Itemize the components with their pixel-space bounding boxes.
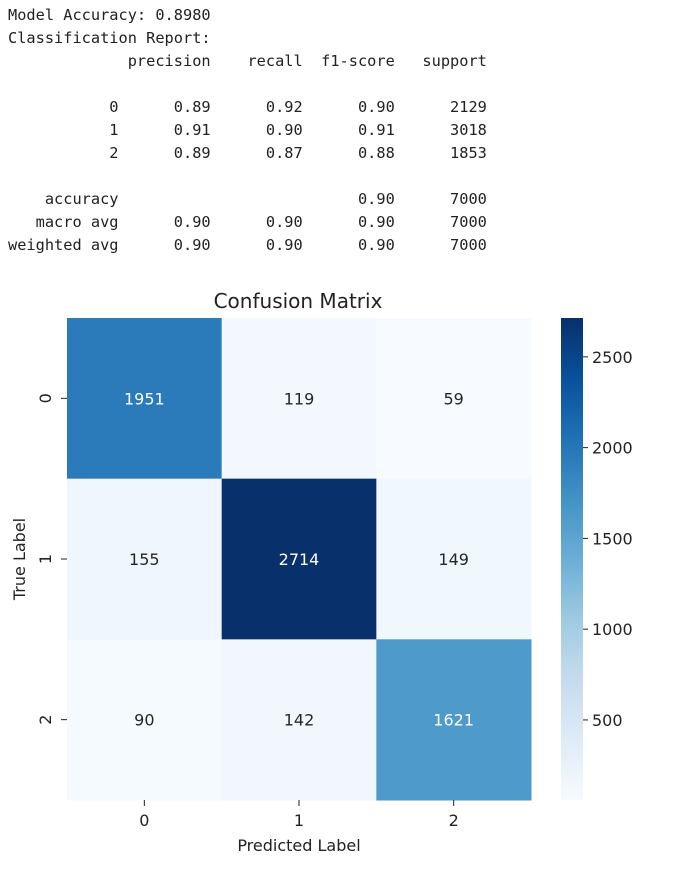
heatmap-cell xyxy=(67,478,223,640)
heatmap-cell xyxy=(221,318,377,480)
report-heading: Classification Report: xyxy=(8,29,211,47)
cell-value: 2714 xyxy=(279,550,320,569)
heatmap-cell xyxy=(376,478,532,640)
colorbar-tick-label: 1000 xyxy=(592,620,633,639)
colorbar xyxy=(561,318,583,800)
report-summary-row: accuracy 0.90 7000 xyxy=(8,190,487,208)
heatmap-cell xyxy=(376,318,532,480)
report-row: 1 0.91 0.90 0.91 3018 xyxy=(8,121,487,139)
x-tick-label: 2 xyxy=(449,811,459,830)
report-row: 0 0.89 0.92 0.90 2129 xyxy=(8,98,487,116)
colorbar-ticks: 500 1000 1500 2000 2500 xyxy=(583,348,633,730)
y-tick-label: 2 xyxy=(36,715,55,725)
report-summary-row: macro avg 0.90 0.90 0.90 7000 xyxy=(8,213,487,231)
colorbar-tick-label: 1500 xyxy=(592,529,633,548)
y-axis-label: True Label xyxy=(10,518,29,601)
accuracy-line: Model Accuracy: 0.8980 xyxy=(8,6,211,24)
heatmap-cell xyxy=(67,639,223,801)
chart-title: Confusion Matrix xyxy=(214,289,383,313)
cell-value: 1621 xyxy=(433,711,474,730)
heatmap-cells: 1951 119 59 155 2714 149 90 142 1621 xyxy=(67,318,532,801)
cell-value: 90 xyxy=(134,711,154,730)
cell-value: 149 xyxy=(438,550,469,569)
heatmap-cell xyxy=(376,639,532,801)
confusion-matrix-chart: Confusion Matrix 1951 119 59 155 2714 149 90 14… xyxy=(10,289,633,855)
cell-value: 59 xyxy=(443,389,463,408)
colorbar-tick-label: 2500 xyxy=(592,348,633,367)
report-row: 2 0.89 0.87 0.88 1853 xyxy=(8,144,487,162)
report-summary-row: weighted avg 0.90 0.90 0.90 7000 xyxy=(8,236,487,254)
x-axis-label: Predicted Label xyxy=(237,836,360,855)
cell-value: 142 xyxy=(284,711,315,730)
x-tick-label: 1 xyxy=(294,811,304,830)
report-header-row: precision recall f1-score support xyxy=(8,52,487,70)
cell-value: 155 xyxy=(129,550,160,569)
heatmap-cell xyxy=(67,318,223,480)
y-tick-label: 1 xyxy=(36,554,55,564)
cell-value: 119 xyxy=(284,389,315,408)
heatmap-cell xyxy=(221,639,377,801)
cell-value: 1951 xyxy=(124,389,165,408)
heatmap-cell xyxy=(221,478,377,640)
colorbar-tick-label: 2000 xyxy=(592,439,633,458)
classification-report: Model Accuracy: 0.8980 Classification Re… xyxy=(8,4,487,257)
y-tick-label: 0 xyxy=(36,393,55,403)
axis-ticks: 0 1 2 0 1 2 xyxy=(36,393,459,830)
x-tick-label: 0 xyxy=(139,811,149,830)
colorbar-tick-label: 500 xyxy=(592,711,623,730)
